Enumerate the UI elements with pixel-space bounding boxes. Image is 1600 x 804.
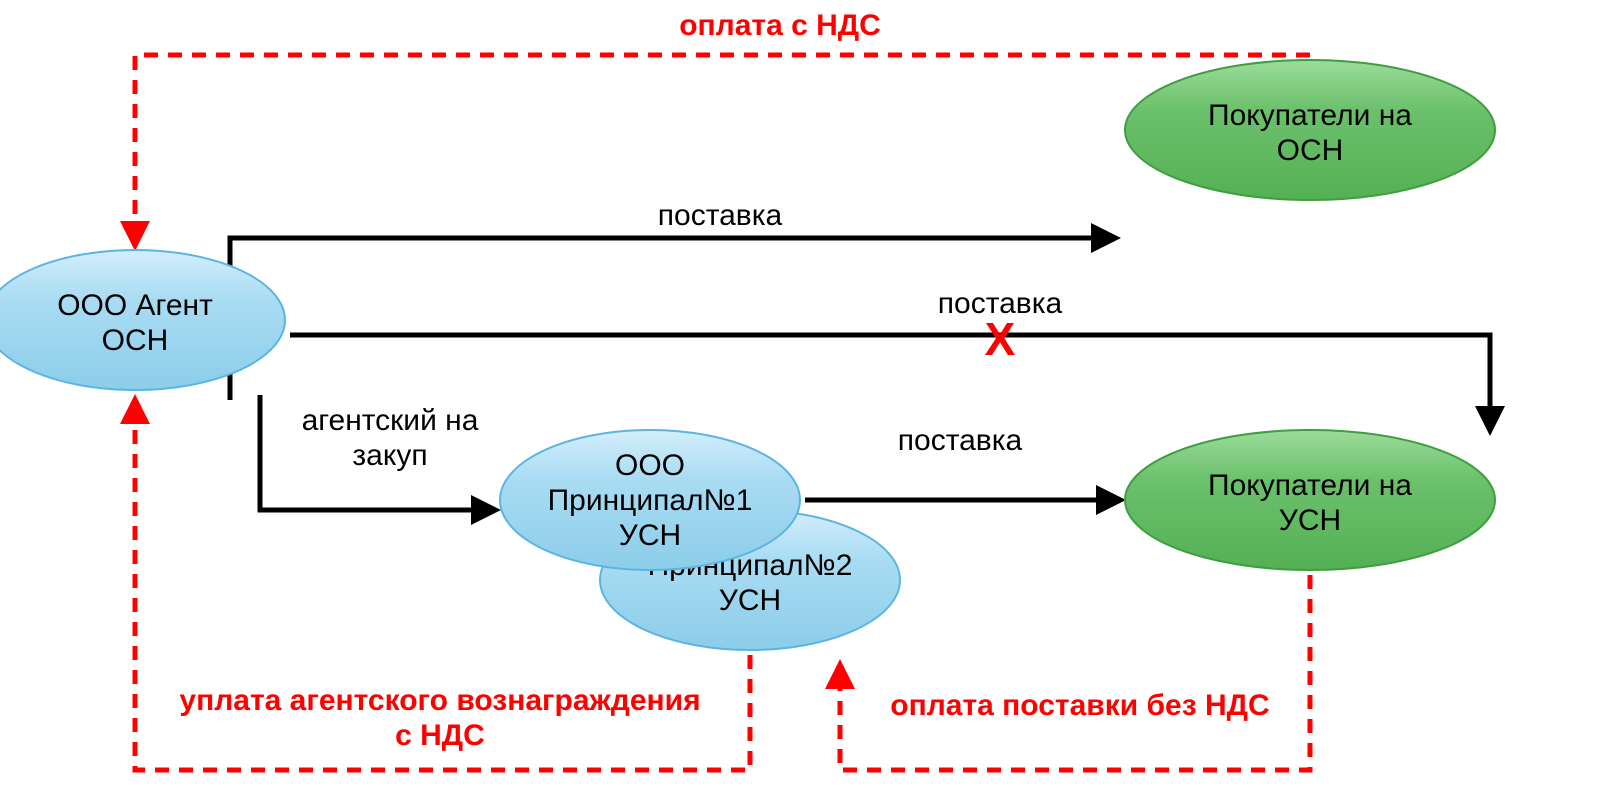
node-agent-label2: ОСН xyxy=(102,324,169,357)
node-buyers-osn: Покупатели на ОСН xyxy=(1125,60,1495,200)
node-principal1-label1: ООО xyxy=(615,449,685,482)
label-postavka-osn: поставка xyxy=(658,199,783,232)
node-principal2-label2: УСН xyxy=(719,584,781,617)
label-oplata-nds: оплата с НДС xyxy=(679,9,881,42)
node-agent: ООО Агент ОСН xyxy=(0,250,285,390)
node-buyers-osn-label1: Покупатели на xyxy=(1208,99,1412,132)
label-agent-zakup-2: закуп xyxy=(352,439,427,472)
node-principal1-label2: Принципал№1 xyxy=(548,484,753,517)
x-mark-icon: X xyxy=(985,313,1016,365)
label-postavka-usn: поставка xyxy=(898,424,1023,457)
label-agent-zakup-1: агентский на xyxy=(302,404,479,437)
node-buyers-usn: Покупатели на УСН xyxy=(1125,430,1495,570)
node-principal1: ООО Принципал№1 УСН xyxy=(500,430,800,570)
node-principal1-label3: УСН xyxy=(619,519,681,552)
node-buyers-usn-label1: Покупатели на xyxy=(1208,469,1412,502)
label-uplata-1: уплата агентского вознаграждения xyxy=(179,684,700,717)
label-uplata-2: с НДС xyxy=(395,719,485,752)
edge-oplata-bez-nds xyxy=(840,575,1310,770)
node-agent-label1: ООО Агент xyxy=(57,289,213,322)
label-oplata-bez-nds: оплата поставки без НДС xyxy=(890,689,1269,722)
node-buyers-usn-label2: УСН xyxy=(1279,504,1341,537)
node-buyers-osn-label2: ОСН xyxy=(1277,134,1344,167)
